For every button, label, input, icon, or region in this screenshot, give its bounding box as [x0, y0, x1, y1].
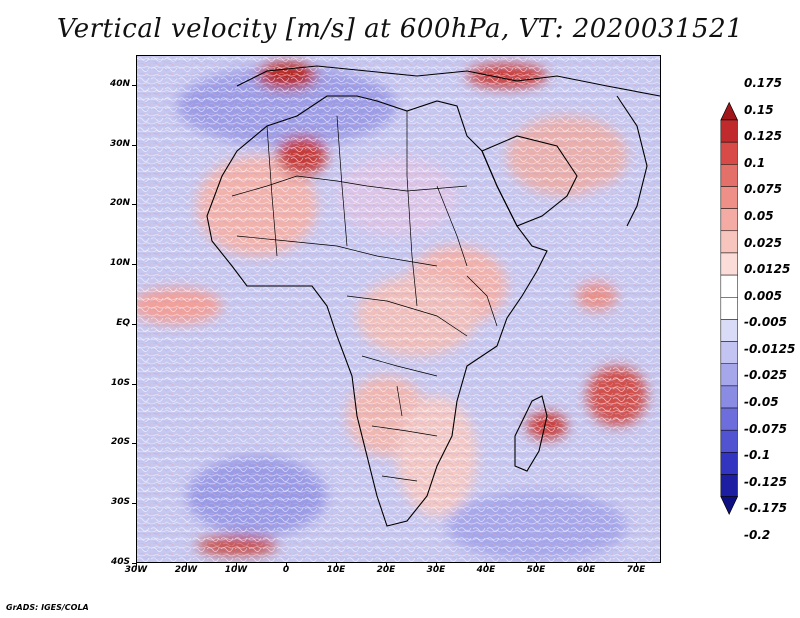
lon-tick: [336, 563, 337, 567]
lat-tick: [132, 144, 136, 146]
lon-label: 60E: [576, 565, 596, 575]
colorbar-label: -0.0125: [744, 341, 796, 356]
lat-tick: [132, 323, 136, 325]
colorbar-label: -0.075: [744, 421, 787, 436]
lon-tick: [186, 563, 187, 567]
lat-label: 20N: [109, 198, 130, 209]
colorbar-label: 0.15: [744, 102, 774, 117]
india-coastline: [616, 95, 648, 227]
europe-coastline: [236, 65, 660, 97]
chart-title: Vertical velocity [m/s] at 600hPa, VT: 2…: [56, 14, 744, 44]
lat-tick: [132, 204, 136, 206]
colorbar-label: 0.075: [744, 182, 782, 197]
colorbar-label: -0.175: [744, 501, 787, 516]
map-panel: [136, 55, 661, 563]
africa-coastline: [206, 95, 548, 527]
colorbar-segment: [720, 164, 738, 187]
colorbar-label: -0.025: [744, 368, 787, 383]
colorbar-label: 0.05: [744, 208, 774, 223]
lat-tick: [132, 443, 136, 445]
colorbar-segment: [720, 341, 738, 364]
lon-label: 40E: [476, 565, 496, 575]
coastlines: [206, 65, 660, 527]
colorbar-label: 0.1: [744, 155, 766, 170]
colorbar-segment: [720, 208, 738, 232]
lon-tick: [636, 563, 637, 567]
colorbar-label: 0.175: [744, 76, 782, 90]
colorbar-label: 0.0125: [744, 262, 791, 277]
colorbar-label: -0.1: [744, 448, 771, 463]
lon-label: 10W: [224, 565, 248, 575]
colorbar-label: -0.005: [744, 315, 787, 330]
lon-tick: [536, 563, 537, 567]
colorbar-label: 0.125: [744, 129, 782, 144]
colorbar-segment: [720, 407, 738, 431]
colorbar-segment: [720, 474, 738, 497]
lon-tick: [136, 563, 137, 567]
lon-tick: [286, 563, 287, 567]
colorbar-segment: [720, 429, 738, 453]
colorbar-segment: [720, 319, 738, 342]
colorbar-segment: [720, 141, 738, 165]
footer-credit: GrADS: IGES/COLA: [6, 603, 89, 612]
colorbar-segment: [720, 252, 738, 276]
lon-label: 20E: [376, 565, 396, 575]
lat-label: EQ: [116, 317, 130, 328]
colorbar-label: 0.005: [744, 288, 782, 303]
country-borders: [231, 111, 498, 482]
lon-tick: [386, 563, 387, 567]
lon-label: 30W: [124, 565, 148, 575]
colorbar-segment: [720, 363, 738, 387]
lat-label: 10N: [109, 258, 130, 269]
lat-tick: [132, 264, 136, 266]
arabia-coastline: [481, 135, 578, 227]
lon-tick: [586, 563, 587, 567]
colorbar-top-arrow: [720, 101, 739, 121]
lat-tick: [132, 383, 136, 385]
colorbar-segment: [720, 230, 738, 254]
colorbar-label: -0.2: [744, 528, 771, 542]
lon-tick: [236, 563, 237, 567]
colorbar-label: 0.025: [744, 235, 782, 250]
lat-tick: [132, 84, 136, 86]
madagascar-coastline: [514, 395, 548, 472]
colorbar-segment: [720, 297, 738, 320]
lat-label: 30N: [109, 138, 130, 149]
lat-label: 10S: [110, 377, 130, 388]
lat-label: 20S: [110, 437, 130, 448]
lon-label: 20W: [174, 565, 198, 575]
colorbar: [720, 101, 739, 515]
colorbar-segment: [720, 186, 738, 209]
lat-label: 30S: [110, 497, 130, 508]
colorbar-label: -0.125: [744, 474, 787, 489]
lon-label: 50E: [526, 565, 546, 575]
colorbar-label: -0.05: [744, 395, 779, 410]
lon-label: 0: [282, 565, 290, 575]
colorbar-segment: [720, 385, 738, 409]
lon-tick: [486, 563, 487, 567]
lat-label: 40N: [109, 78, 130, 89]
colorbar-bottom-arrow: [720, 496, 739, 515]
lat-tick: [132, 563, 136, 564]
lon-label: 70E: [626, 565, 646, 575]
lon-tick: [436, 563, 437, 567]
lat-tick: [132, 503, 136, 505]
vertical-velocity-map: [137, 56, 660, 562]
lon-label: 30E: [426, 565, 446, 575]
colorbar-segment: [720, 452, 738, 475]
lon-label: 10E: [326, 565, 346, 575]
lat-label: 40S: [110, 557, 130, 567]
colorbar-segment: [720, 119, 738, 143]
colorbar-segment: [720, 274, 738, 298]
